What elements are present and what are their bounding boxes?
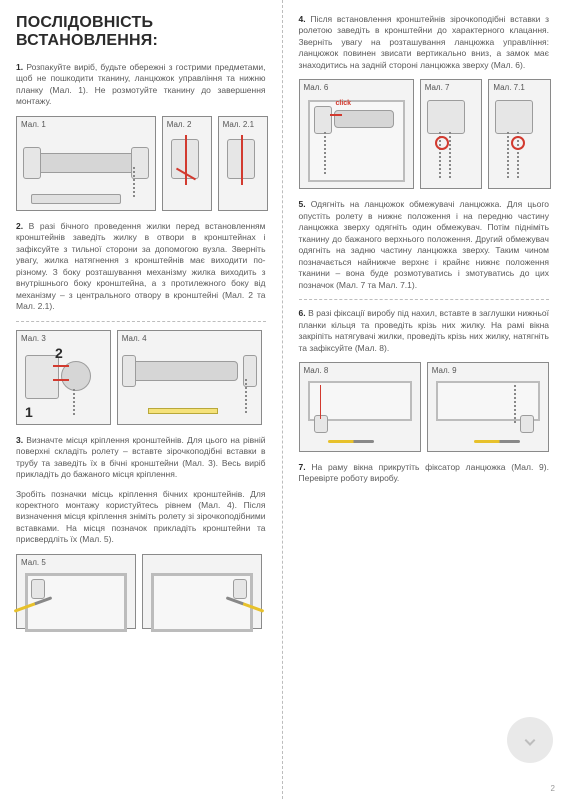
fig-row-2: Мал. 3 1 2 Мал. 4 [16, 330, 266, 425]
watermark-icon [507, 717, 553, 763]
fig-21-label: Мал. 2.1 [223, 120, 254, 129]
step-2-num: 2. [16, 221, 23, 231]
badge-2: 2 [55, 345, 63, 361]
fig-1-label: Мал. 1 [21, 120, 46, 129]
step-3-text2: Зробіть позначки місць кріплення бічних … [16, 489, 266, 545]
step-4-num: 4. [299, 14, 306, 24]
fig-7-1: Мал. 7.1 [488, 79, 551, 189]
divider-left [16, 321, 266, 322]
right-column: 4. Після встановлення кронштейнів зірочк… [283, 0, 565, 799]
step-1: 1. Розпакуйте виріб, будьте обережні з г… [16, 62, 266, 108]
fig-71-label: Мал. 7.1 [493, 83, 524, 92]
step-3b: Зробіть позначки місць кріплення бічних … [16, 489, 266, 546]
fig-row-1: Мал. 1 Мал. 2 Мал. 2.1 [16, 116, 266, 211]
fig-9: Мал. 9 [427, 362, 549, 452]
fig-8: Мал. 8 [299, 362, 421, 452]
fig-3: Мал. 3 1 2 [16, 330, 111, 425]
fig-5-left: Мал. 5 [16, 554, 136, 629]
step-3-text1: Визначте місця кріплення кронштейнів. Дл… [16, 435, 266, 479]
step-1-num: 1. [16, 62, 23, 72]
step-5-num: 5. [299, 199, 306, 209]
step-4-text: Після встановлення кронштейнів зірочкопо… [299, 14, 550, 70]
fig-3-label: Мал. 3 [21, 334, 46, 343]
step-4: 4. Після встановлення кронштейнів зірочк… [299, 14, 550, 71]
page: ПОСЛІДОВНІСТЬ ВСТАНОВЛЕННЯ: 1. Розпакуйт… [0, 0, 565, 799]
fig-2-1: Мал. 2.1 [218, 116, 268, 211]
step-7-num: 7. [299, 462, 306, 472]
fig-7: Мал. 7 [420, 79, 483, 189]
fig-9-label: Мал. 9 [432, 366, 457, 375]
fig-row-3: Мал. 5 [16, 554, 266, 629]
step-2-text: В разі бічного проведення жилки перед вс… [16, 221, 266, 311]
step-6-num: 6. [299, 308, 306, 318]
fig-6-label: Мал. 6 [304, 83, 329, 92]
fig-1: Мал. 1 [16, 116, 156, 211]
step-7: 7. На раму вікна прикрутіть фіксатор лан… [299, 462, 550, 485]
fig-row-4: Мал. 6 click Мал. 7 Мал. 7.1 [299, 79, 550, 189]
step-5-text: Одягніть на ланцюжок обмежувачі ланцюжка… [299, 199, 550, 289]
fig-6: Мал. 6 click [299, 79, 414, 189]
page-number: 2 [551, 784, 555, 793]
fig-4-label: Мал. 4 [122, 334, 147, 343]
divider-right [299, 299, 550, 300]
left-column: ПОСЛІДОВНІСТЬ ВСТАНОВЛЕННЯ: 1. Розпакуйт… [0, 0, 283, 799]
badge-1: 1 [25, 404, 33, 420]
fig-5-label: Мал. 5 [21, 558, 46, 567]
fig-8-label: Мал. 8 [304, 366, 329, 375]
fig-2-label: Мал. 2 [167, 120, 192, 129]
step-2: 2. В разі бічного проведення жилки перед… [16, 221, 266, 313]
page-title: ПОСЛІДОВНІСТЬ ВСТАНОВЛЕННЯ: [16, 14, 266, 50]
step-6-text: В разі фіксації виробу під нахил, вставт… [299, 308, 550, 352]
fig-4: Мал. 4 [117, 330, 262, 425]
step-7-text: На раму вікна прикрутіть фіксатор ланцюж… [299, 462, 549, 483]
step-1-text: Розпакуйте виріб, будьте обережні з гост… [16, 62, 266, 106]
fig-2: Мал. 2 [162, 116, 212, 211]
step-6: 6. В разі фіксації виробу під нахил, вст… [299, 308, 550, 354]
fig-5-right [142, 554, 262, 629]
fig-row-5: Мал. 8 Мал. 9 [299, 362, 550, 452]
step-3-num: 3. [16, 435, 23, 445]
click-label: click [336, 100, 352, 107]
step-5: 5. Одягніть на ланцюжок обмежувачі ланцю… [299, 199, 550, 291]
fig-7-label: Мал. 7 [425, 83, 450, 92]
step-3a: 3. Визначте місця кріплення кронштейнів.… [16, 435, 266, 481]
